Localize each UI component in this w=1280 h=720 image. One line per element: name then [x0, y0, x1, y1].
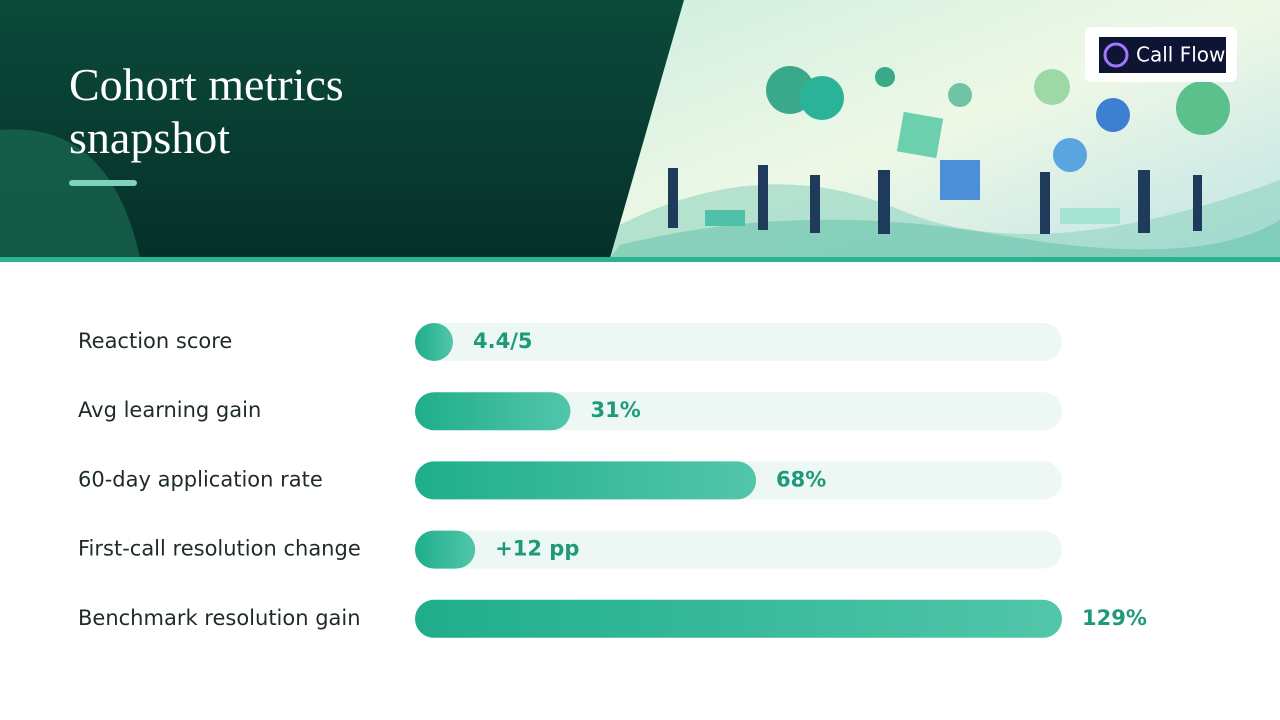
value-label: 31%	[590, 398, 640, 422]
value-label: 129%	[1082, 606, 1147, 630]
header-panel	[0, 0, 684, 258]
category-label: Avg learning gain	[78, 398, 261, 422]
value-label: 4.4/5	[473, 329, 532, 353]
bar	[415, 530, 476, 569]
category-label: Reaction score	[78, 329, 232, 353]
bar	[415, 599, 1062, 638]
title-underline	[69, 180, 137, 186]
value-label: +12 pp	[495, 537, 579, 561]
logo-inner	[1099, 37, 1226, 73]
logo-icon	[1103, 42, 1129, 68]
illustration-shapes	[610, 66, 1280, 258]
bar	[415, 392, 571, 431]
value-label: 68%	[776, 467, 826, 491]
slide-title: Cohort metrics snapshot	[69, 59, 344, 163]
category-label: 60-day application rate	[78, 467, 323, 491]
bar	[415, 323, 453, 361]
category-label: First-call resolution change	[78, 537, 361, 561]
header-stripe	[0, 257, 1280, 262]
logo-text: Call Flow	[1136, 43, 1225, 67]
bar-track	[415, 323, 1062, 361]
header-decoration	[0, 129, 140, 258]
bar-track	[415, 392, 1062, 431]
bar	[415, 461, 757, 500]
category-label: Benchmark resolution gain	[78, 606, 361, 630]
bar-track	[415, 530, 1062, 569]
